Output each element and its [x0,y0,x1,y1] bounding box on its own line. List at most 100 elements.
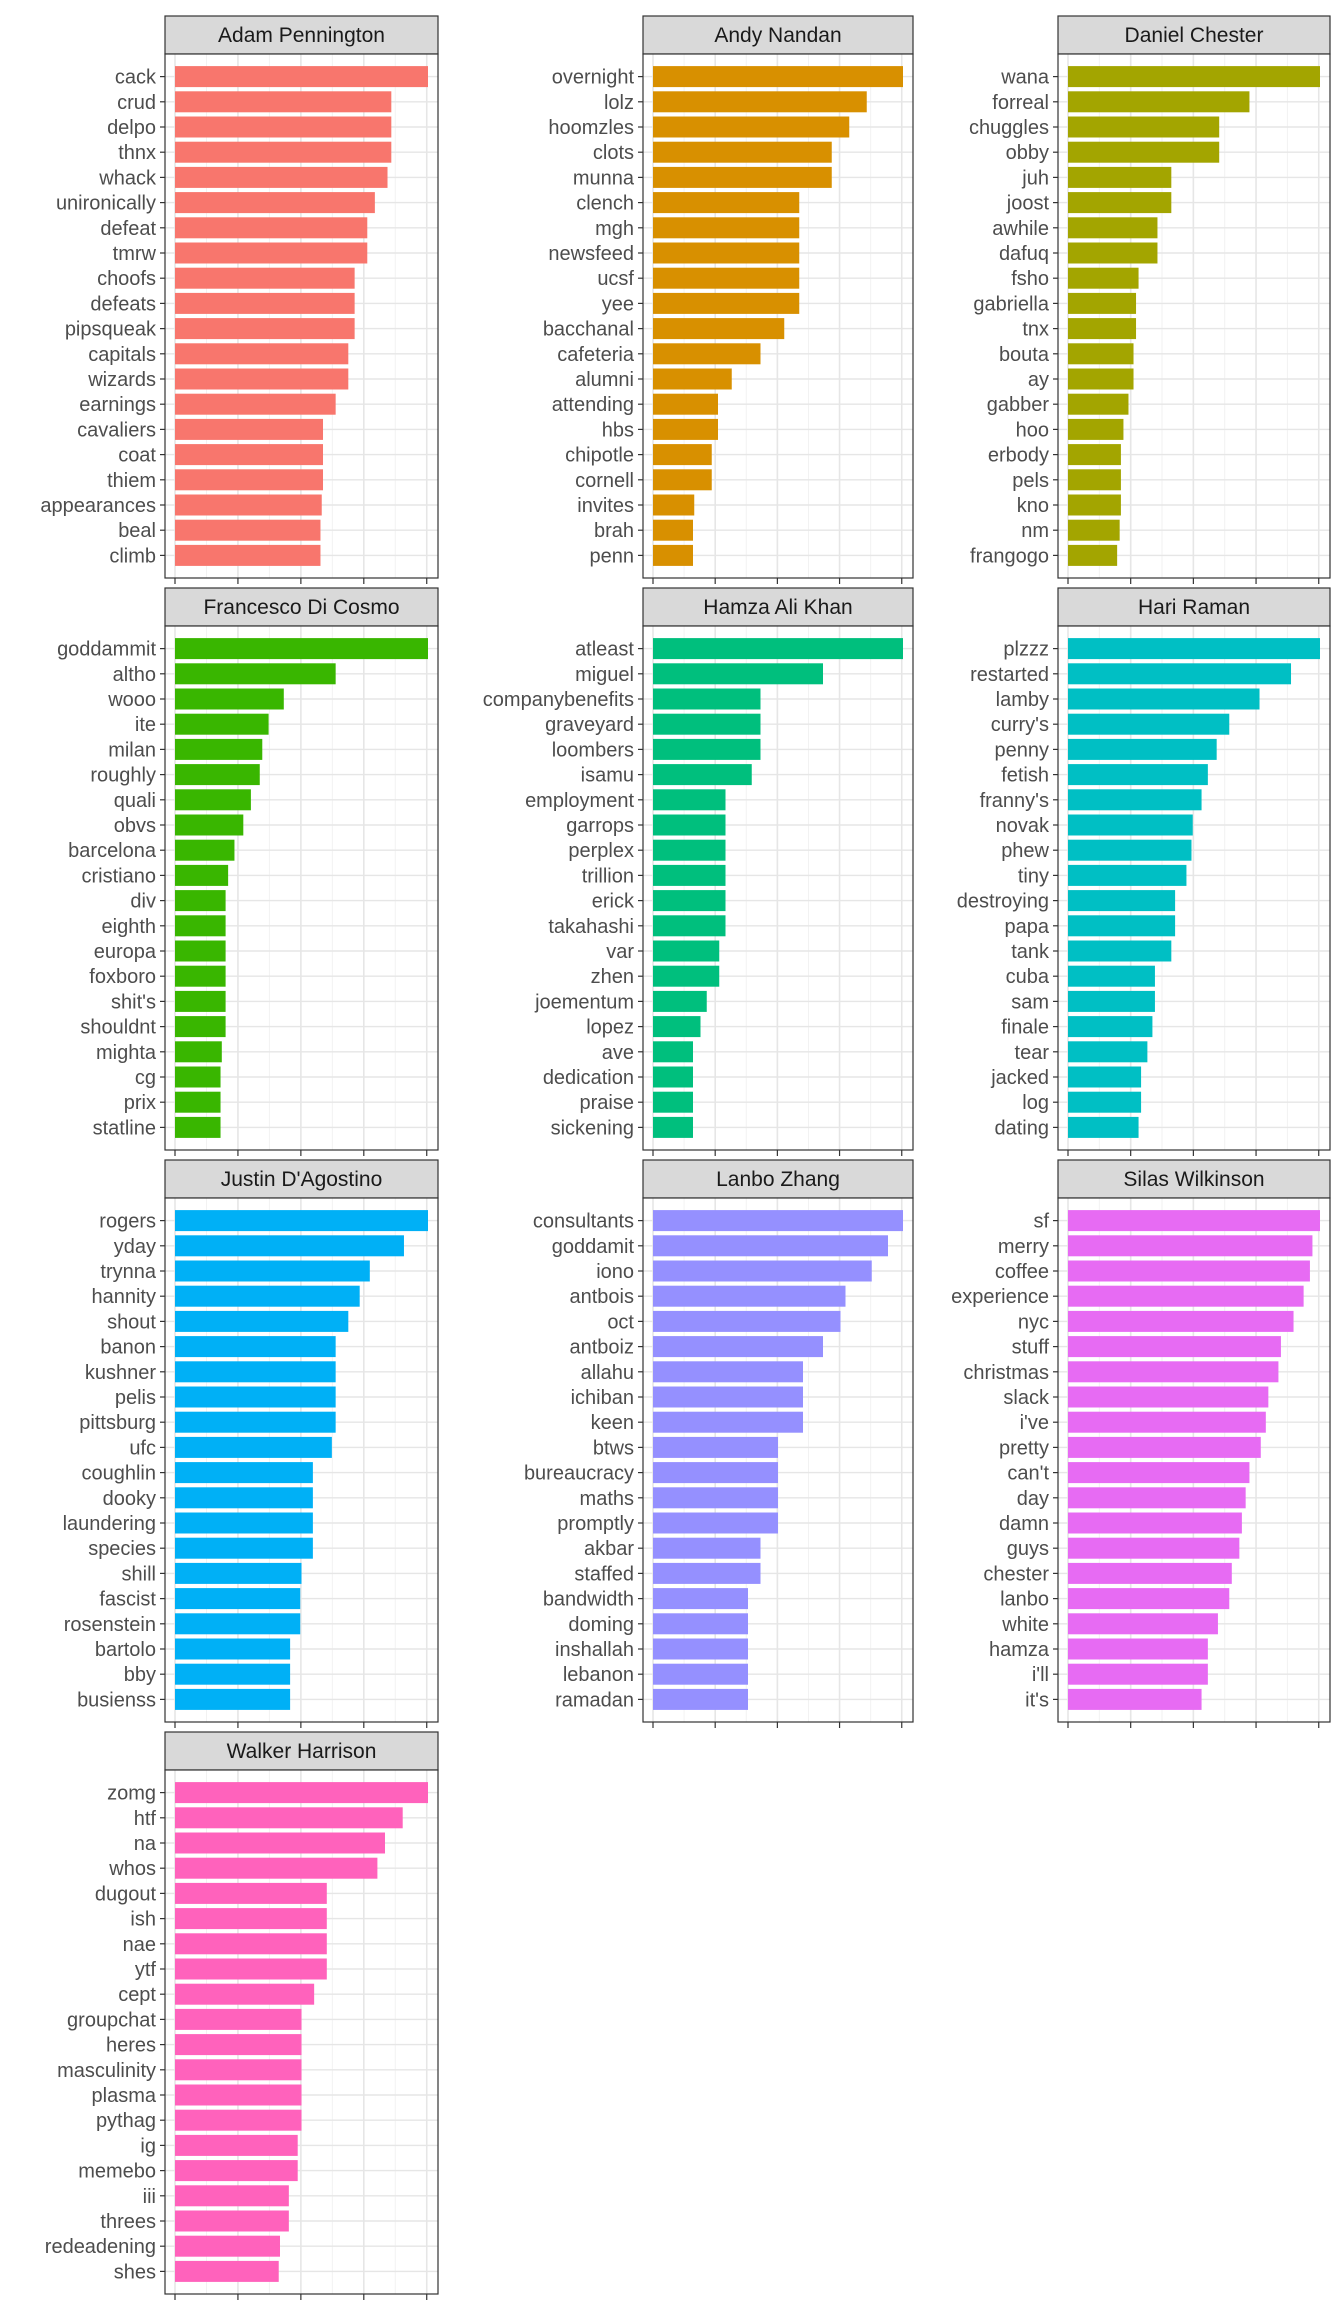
bar [653,814,726,836]
bar [653,1116,693,1138]
bar [653,1537,761,1559]
bar [175,418,324,440]
category-label: slack [1003,1387,1050,1409]
category-label: dafuq [999,243,1049,265]
category-label: christmas [963,1362,1049,1384]
panel-border [1057,625,1331,1151]
category-label: ave [602,1042,634,1064]
category-label: heres [106,2035,156,2057]
category-label: bureaucracy [524,1463,634,1485]
bar [653,1436,778,1458]
category-label: log [1022,1092,1049,1114]
bar [653,1210,903,1232]
bar [175,91,392,113]
category-label: nae [123,1934,156,1956]
facet-title: Daniel Chester [1125,24,1264,47]
facet-strip [1057,587,1331,627]
category-label: whack [98,167,157,189]
category-label: guys [1007,1538,1049,1560]
bar [1068,116,1220,138]
category-label: milan [108,739,156,761]
bar [175,1688,291,1710]
bar [1068,66,1320,88]
bar [175,2109,302,2131]
panel-border [642,1197,914,1723]
bar [653,519,693,541]
facet-panel: Daniel Chester wana forreal chuggles obby juh… [969,15,1331,584]
bar [1068,1066,1142,1088]
bar [175,1663,291,1685]
category-label: invites [577,495,634,517]
bar [653,1235,888,1257]
bar [1068,789,1202,811]
bar [175,1041,222,1063]
category-label: unironically [56,193,156,215]
category-label: akbar [584,1538,634,1560]
panel-border [1057,53,1331,579]
category-label: tear [1015,1042,1050,1064]
category-label: quali [114,790,156,812]
category-label: pels [1012,470,1049,492]
bar [175,764,260,786]
category-label: atleast [575,639,634,661]
category-label: redeadening [45,2236,156,2258]
bar [653,444,712,466]
category-label: wizards [87,369,156,391]
category-label: erbody [988,445,1049,467]
category-label: finale [1001,1017,1049,1039]
bar [175,1958,327,1980]
category-label: graveyard [545,714,634,736]
facet-panel: Silas Wilkinson sf merry coffee experience ny… [951,1159,1331,1728]
category-label: climb [109,545,156,567]
category-label: defeat [100,218,156,240]
category-label: coat [118,445,156,467]
category-label: ramadan [555,1689,634,1711]
category-label: cavaliers [77,419,156,441]
bar [653,1041,693,1063]
bar [653,494,695,516]
category-label: experience [951,1286,1049,1308]
category-label: statline [93,1117,156,1139]
category-label: hoo [1016,419,1049,441]
bar [653,915,726,937]
category-label: shes [114,2261,156,2283]
category-label: franny's [980,790,1049,812]
bar [175,116,392,138]
bar [1068,688,1260,710]
category-label: dating [995,1117,1050,1139]
category-label: destroying [957,891,1049,913]
bar [175,1512,313,1534]
bar [1068,839,1192,861]
category-label: goddammit [57,639,156,661]
category-label: white [1001,1614,1049,1636]
category-label: goddamit [552,1236,635,1258]
facet-panel: Hamza Ali Khan atleast miguel companybenefi… [483,587,914,1156]
category-label: promptly [557,1513,634,1535]
panel-border [164,1769,439,2295]
bar [1068,393,1129,415]
category-label: tank [1011,941,1050,963]
bar [653,965,720,987]
bar [175,1386,336,1408]
category-label: wana [1000,67,1050,89]
bar [175,2185,289,2207]
category-label: perplex [568,840,634,862]
bar [653,1638,748,1660]
bar [653,1562,761,1584]
panel-border [164,625,439,1151]
bar [175,292,355,314]
bar [1068,494,1121,516]
category-label: i'll [1032,1664,1049,1686]
category-label: foxboro [89,966,156,988]
bar [653,638,903,660]
bar [175,2059,302,2081]
category-label: hoomzles [548,117,634,139]
bar [175,864,229,886]
bar [1068,738,1217,760]
category-label: zhen [591,966,634,988]
bar [1068,638,1320,660]
bar [653,318,785,340]
category-label: munna [573,167,635,189]
facet-panel: Francesco Di Cosmo goddammit altho wooo ite m… [57,587,439,1156]
bar [175,738,263,760]
